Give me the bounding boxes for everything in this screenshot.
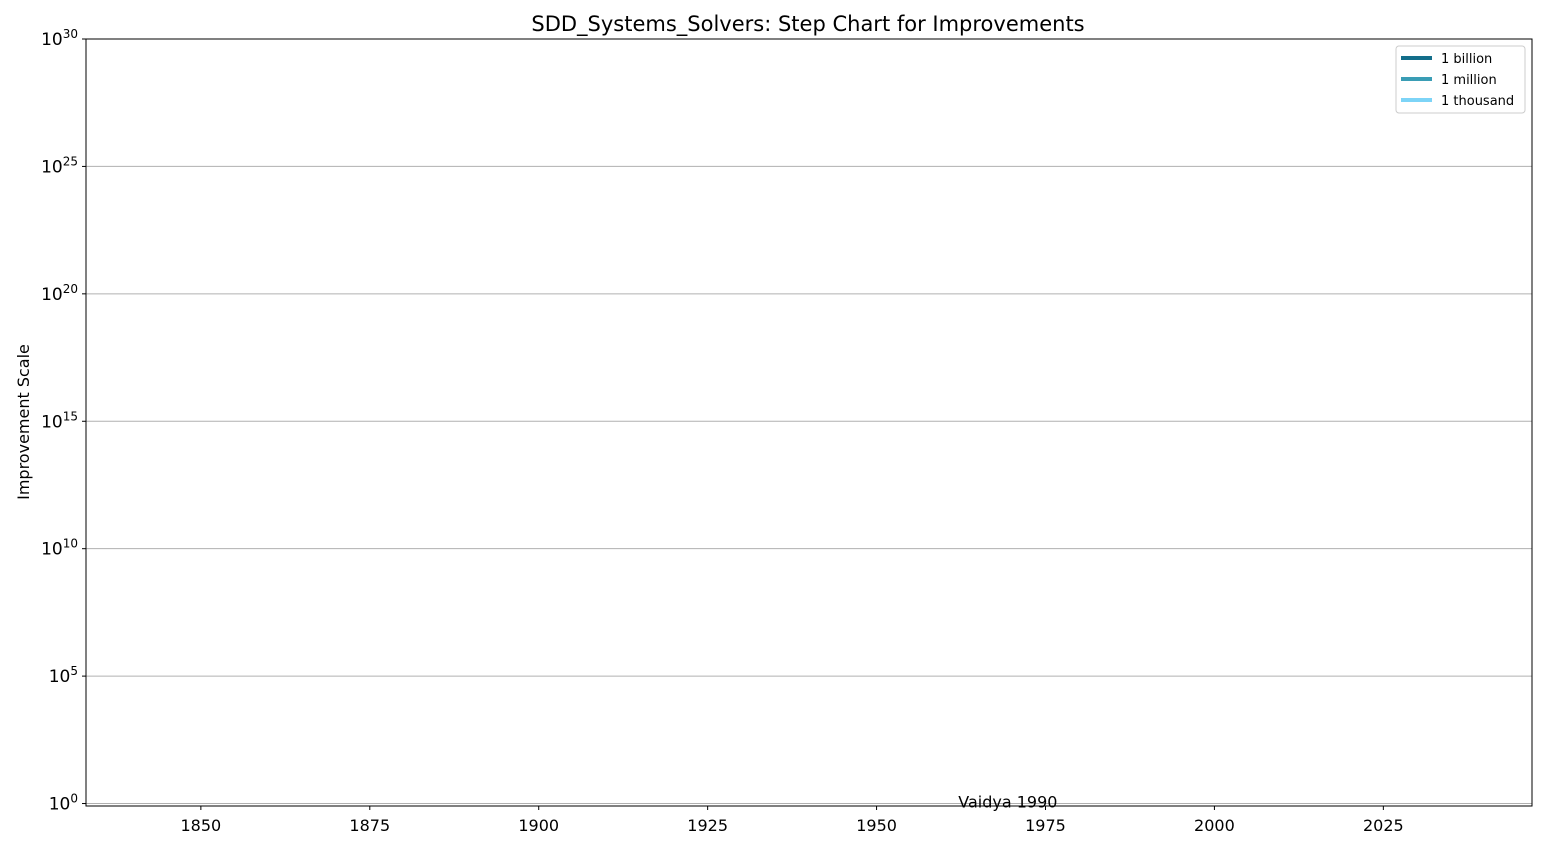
x-tick-label-7: 2025	[1363, 816, 1404, 835]
x-tick-label-0: 1850	[181, 816, 222, 835]
y-tick-label-3: 1015	[41, 409, 78, 432]
y-tick-label-4: 1020	[41, 282, 78, 305]
y-gridlines	[86, 38, 1532, 805]
legend: 1 billion 1 million 1 thousand	[1395, 45, 1526, 114]
legend-label-1-million: 1 million	[1441, 73, 1497, 88]
y-tick-label-6: 1030	[41, 27, 78, 50]
legend-label-1-thousand: 1 thousand	[1441, 94, 1514, 109]
legend-label-1-billion: 1 billion	[1441, 52, 1492, 67]
x-tick-label-4: 1950	[856, 816, 897, 835]
annotation-vaidya-1990: Vaidya 1990	[958, 793, 1057, 812]
legend-box	[1395, 45, 1526, 114]
y-tick-label-0: 100	[49, 792, 78, 815]
y-tick-label-5: 1025	[41, 154, 78, 177]
x-tick-label-5: 1975	[1025, 816, 1066, 835]
plot-area-frame	[85, 38, 1533, 807]
y-tick-label-2: 1010	[41, 537, 78, 560]
y-axis-label: Improvement Scale	[14, 344, 33, 500]
x-axis-ticks: 1850 1875 1900 1925 1950 1975 2000 2025	[181, 806, 1404, 835]
x-tick-label-2: 1900	[518, 816, 559, 835]
y-tick-label-1: 105	[49, 664, 78, 687]
chart-title: SDD_Systems_Solvers: Step Chart for Impr…	[531, 12, 1084, 37]
x-tick-label-1: 1875	[349, 816, 390, 835]
x-tick-label-3: 1925	[687, 816, 728, 835]
y-axis-ticks: 100 105 1010 1015 1020 1025 1030	[41, 27, 86, 815]
x-tick-label-6: 2000	[1194, 816, 1235, 835]
